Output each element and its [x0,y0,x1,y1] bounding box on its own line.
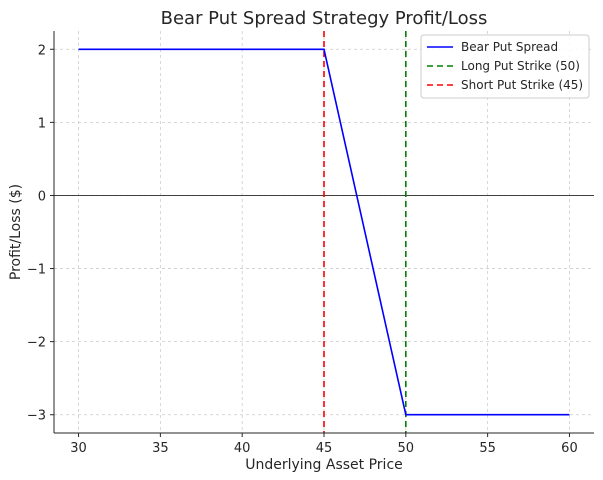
x-tick-label: 60 [561,441,578,456]
legend-label: Bear Put Spread [461,40,558,54]
x-tick-label: 50 [398,441,415,456]
x-tick-label: 45 [316,441,333,456]
x-tick-label: 35 [152,441,169,456]
legend: Bear Put Spread Long Put Strike (50) Short… [420,34,590,99]
x-ticks: 30 35 40 45 50 55 60 [70,433,578,456]
y-tick-label: 2 [38,43,46,58]
y-tick-label: −2 [27,336,46,351]
x-tick-label: 30 [70,441,87,456]
y-tick-label: −1 [27,263,46,278]
x-tick-label: 40 [234,441,251,456]
strike-lines [323,31,407,433]
legend-box [420,34,590,99]
y-tick-label: 0 [38,189,46,204]
series-line [78,48,570,416]
legend-label: Long Put Strike (50) [461,59,580,73]
y-tick-label: 1 [38,116,46,131]
y-tick-label: −3 [27,409,46,424]
legend-label: Short Put Strike (45) [461,78,583,92]
y-axis-label: Profit/Loss ($) [8,184,24,280]
chart-title: Bear Put Spread Strategy Profit/Loss [161,8,488,29]
x-axis-label: Underlying Asset Price [245,457,403,473]
series-layer [78,48,570,416]
y-ticks: 2 1 0 −1 −2 −3 [27,43,54,424]
x-tick-label: 55 [479,441,496,456]
